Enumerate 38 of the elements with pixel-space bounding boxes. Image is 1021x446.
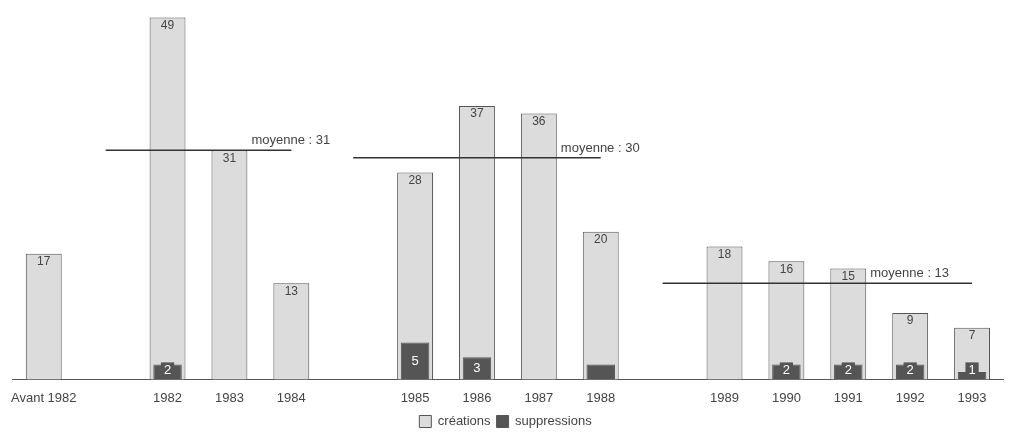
- data-label: 49: [160, 17, 175, 32]
- data-label: 18: [717, 246, 732, 261]
- data-label: 2: [782, 361, 791, 377]
- x-tick-label: 1982: [153, 389, 182, 405]
- x-tick-label: 1985: [400, 389, 430, 405]
- x-tick-label: 1984: [276, 389, 306, 405]
- x-tick-label: 1983: [214, 389, 244, 405]
- data-label: 2: [844, 361, 852, 377]
- data-label: 31: [222, 150, 237, 165]
- data-label: 9: [906, 313, 914, 328]
- data-label: 3: [473, 359, 481, 375]
- x-tick-label: 1992: [895, 389, 925, 405]
- annotation: moyenne : 31: [251, 132, 331, 148]
- legend-label: suppressions: [515, 413, 593, 429]
- data-label: 5: [411, 352, 419, 368]
- annotation: moyenne : 13: [870, 265, 950, 281]
- x-tick-label: 1986: [462, 389, 492, 405]
- x-tick-label: 1990: [771, 389, 801, 405]
- x-tick-label: 1989: [710, 389, 739, 405]
- data-label: 2: [163, 361, 172, 377]
- x-tick-label: Avant 1982: [11, 389, 77, 405]
- data-label: 16: [779, 261, 794, 276]
- data-label: 1: [968, 361, 976, 377]
- data-label: 7: [968, 328, 976, 342]
- data-label: 15: [841, 268, 856, 283]
- data-label: 20: [594, 231, 608, 246]
- x-tick-label: 1991: [833, 389, 863, 405]
- data-label: 13: [284, 283, 299, 298]
- data-label: 28: [408, 172, 423, 187]
- data-label: 2: [906, 361, 914, 377]
- legend-label: créations: [437, 413, 492, 429]
- data-label: 37: [470, 106, 484, 121]
- data-label: 36: [532, 113, 546, 128]
- x-tick-label: 1987: [524, 389, 554, 405]
- x-tick-label: 1993: [957, 389, 987, 405]
- annotation: moyenne : 30: [560, 139, 640, 155]
- x-tick-label: 1988: [586, 389, 616, 405]
- data-label: 17: [37, 254, 51, 269]
